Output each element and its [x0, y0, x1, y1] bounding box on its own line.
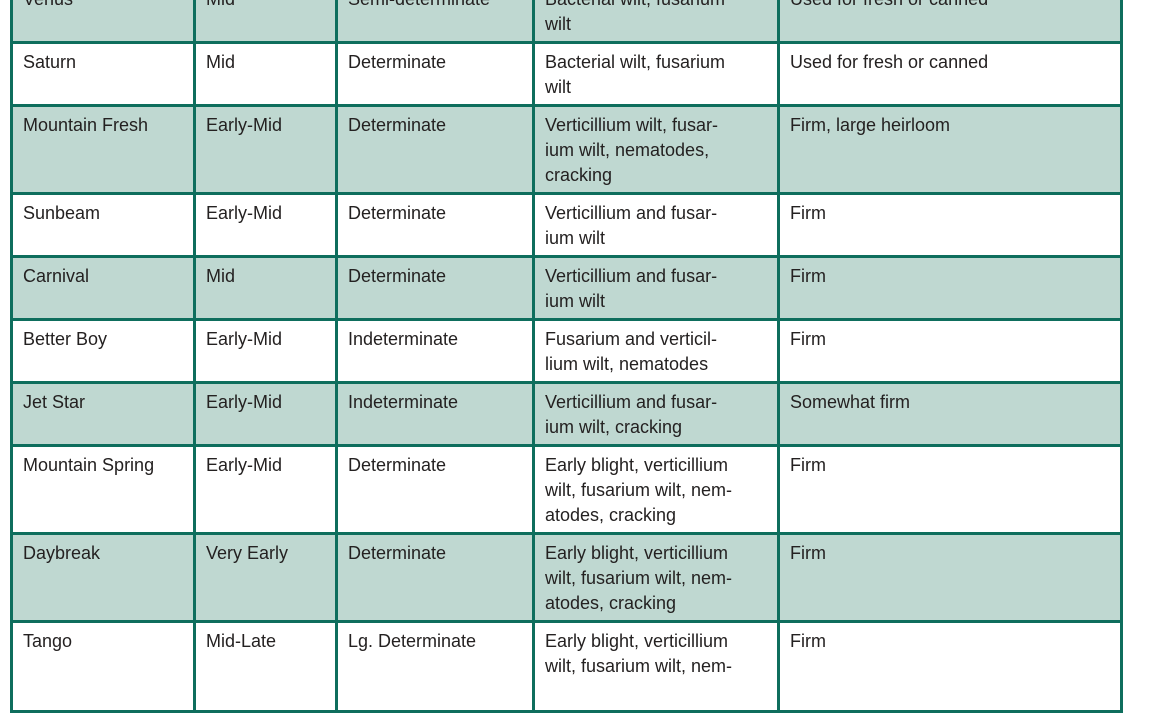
- table-row: Mountain Fresh Early-Mid Determinate Ver…: [10, 104, 1123, 195]
- cell-maturity: Early-Mid: [193, 104, 338, 195]
- cell-variety: Jet Star: [10, 381, 196, 447]
- cell-maturity: Very Early: [193, 532, 338, 623]
- cell-variety: Sunbeam: [10, 192, 196, 258]
- cell-disease-resistance: Verticillium and fusar- ium wilt: [532, 255, 780, 321]
- cell-maturity: Early-Mid: [193, 381, 338, 447]
- cell-disease-resistance: Early blight, verticillium wilt, fusariu…: [532, 532, 780, 623]
- cell-disease-resistance: Verticillium wilt, fusar- ium wilt, nema…: [532, 104, 780, 195]
- cell-comments: Somewhat firm: [777, 381, 1123, 447]
- cell-maturity: Early-Mid: [193, 192, 338, 258]
- cell-comments: Firm: [777, 255, 1123, 321]
- cell-variety: Venus: [10, 0, 196, 44]
- cell-variety: Saturn: [10, 41, 196, 107]
- cell-plant-type: Indeterminate: [335, 381, 535, 447]
- cell-disease-resistance: Bacterial wilt, fusarium wilt: [532, 0, 780, 44]
- table-row: Jet Star Early-Mid Indeterminate Vertici…: [10, 381, 1123, 447]
- cell-plant-type: Indeterminate: [335, 318, 535, 384]
- cell-comments: Firm: [777, 318, 1123, 384]
- cell-disease-resistance: Bacterial wilt, fusarium wilt: [532, 41, 780, 107]
- cell-comments: Firm: [777, 532, 1123, 623]
- cell-disease-resistance: Fusarium and verticil- lium wilt, nemato…: [532, 318, 780, 384]
- cell-comments: Firm: [777, 620, 1123, 713]
- cell-variety: Tango: [10, 620, 196, 713]
- tomato-varieties-table: Venus Mid Semi-determinate Bacterial wil…: [10, 0, 1123, 713]
- cell-disease-resistance: Early blight, verticillium wilt, fusariu…: [532, 620, 780, 713]
- cell-maturity: Mid: [193, 0, 338, 44]
- cell-disease-resistance: Early blight, verticillium wilt, fusariu…: [532, 444, 780, 535]
- cell-maturity: Early-Mid: [193, 444, 338, 535]
- table-row: Better Boy Early-Mid Indeterminate Fusar…: [10, 318, 1123, 384]
- cell-plant-type: Determinate: [335, 255, 535, 321]
- tomato-varieties-table-container: Venus Mid Semi-determinate Bacterial wil…: [10, 0, 1123, 713]
- cell-plant-type: Lg. Determinate: [335, 620, 535, 713]
- cell-comments: Firm: [777, 192, 1123, 258]
- cell-variety: Mountain Spring: [10, 444, 196, 535]
- cell-comments: Firm, large heirloom: [777, 104, 1123, 195]
- cell-variety: Daybreak: [10, 532, 196, 623]
- cell-plant-type: Determinate: [335, 532, 535, 623]
- table-row: Tango Mid-Late Lg. Determinate Early bli…: [10, 620, 1123, 713]
- cell-variety: Better Boy: [10, 318, 196, 384]
- table-row: Mountain Spring Early-Mid Determinate Ea…: [10, 444, 1123, 535]
- table-row: Sunbeam Early-Mid Determinate Verticilli…: [10, 192, 1123, 258]
- table-row: Venus Mid Semi-determinate Bacterial wil…: [10, 0, 1123, 44]
- table-row: Carnival Mid Determinate Verticillium an…: [10, 255, 1123, 321]
- cell-maturity: Mid: [193, 255, 338, 321]
- cell-maturity: Mid: [193, 41, 338, 107]
- cell-maturity: Mid-Late: [193, 620, 338, 713]
- cell-disease-resistance: Verticillium and fusar- ium wilt, cracki…: [532, 381, 780, 447]
- cell-comments: Used for fresh or canned: [777, 41, 1123, 107]
- cell-maturity: Early-Mid: [193, 318, 338, 384]
- cell-comments: Firm: [777, 444, 1123, 535]
- table-row: Daybreak Very Early Determinate Early bl…: [10, 532, 1123, 623]
- cell-variety: Carnival: [10, 255, 196, 321]
- table-row: Saturn Mid Determinate Bacterial wilt, f…: [10, 41, 1123, 107]
- cell-disease-resistance: Verticillium and fusar- ium wilt: [532, 192, 780, 258]
- cell-plant-type: Determinate: [335, 41, 535, 107]
- cell-plant-type: Semi-determinate: [335, 0, 535, 44]
- cell-plant-type: Determinate: [335, 104, 535, 195]
- cell-comments: Used for fresh or canned: [777, 0, 1123, 44]
- cell-plant-type: Determinate: [335, 444, 535, 535]
- cell-plant-type: Determinate: [335, 192, 535, 258]
- cell-variety: Mountain Fresh: [10, 104, 196, 195]
